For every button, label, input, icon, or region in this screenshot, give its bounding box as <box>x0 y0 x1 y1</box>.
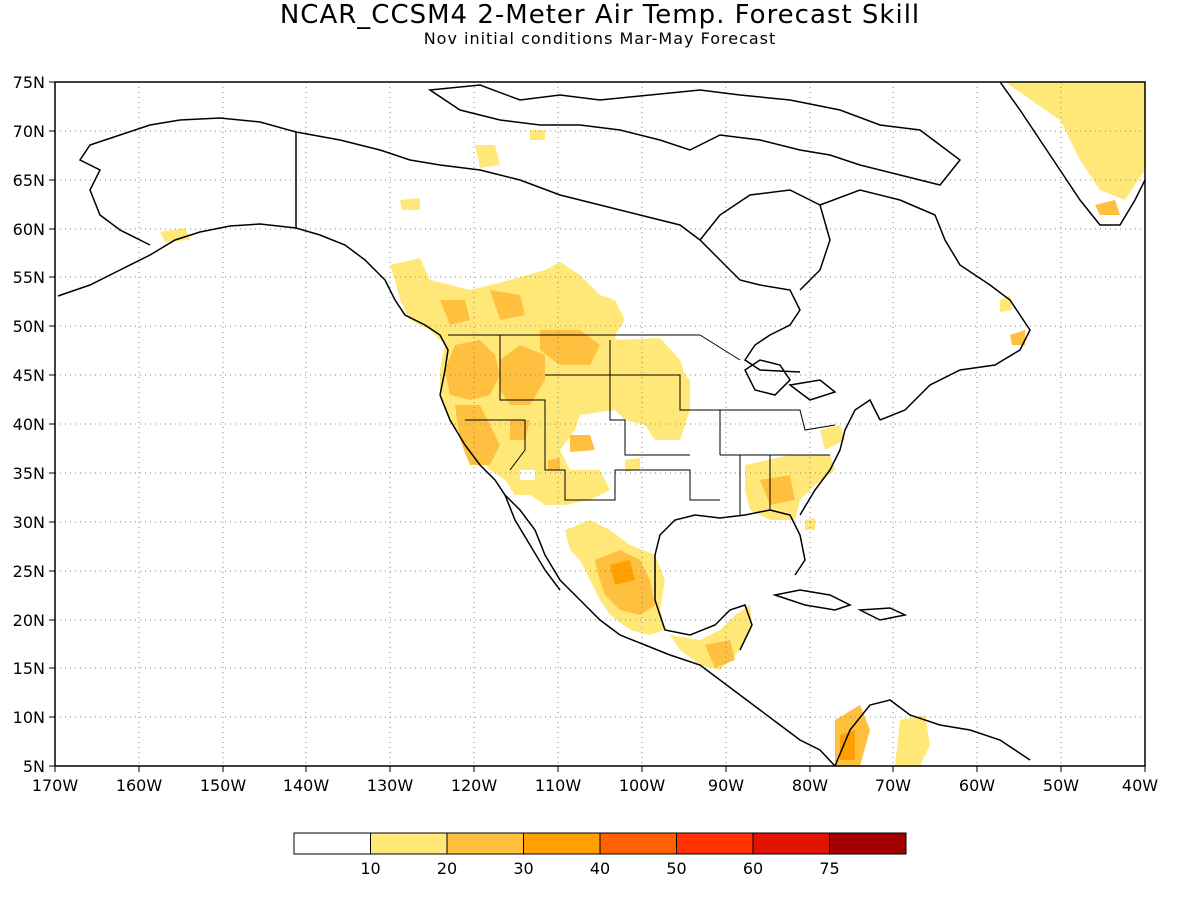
colorbar-label: 20 <box>437 859 457 878</box>
hudson-bay <box>699 189 831 291</box>
east-coast <box>799 398 881 516</box>
lat-label: 10N <box>13 708 45 727</box>
map-subtitle: Nov initial conditions Mar-May Forecast <box>423 29 777 48</box>
lon-label: 130W <box>367 776 414 795</box>
colorbar-swatch <box>676 832 754 855</box>
colorbar-label: 10 <box>360 859 380 878</box>
lat-label: 15N <box>13 659 45 678</box>
lat-label: 75N <box>13 73 45 92</box>
south-america-coast <box>834 699 1031 766</box>
skill-shading <box>160 82 1145 766</box>
coastlines <box>57 82 1145 766</box>
lon-label: 170W <box>32 776 79 795</box>
lat-label: 35N <box>13 464 45 483</box>
state-borders <box>448 334 836 515</box>
lon-label: 70W <box>875 776 911 795</box>
colorbar-label: 75 <box>819 859 839 878</box>
colorbar-swatch <box>370 832 448 855</box>
greenland-skill-area <box>1005 82 1145 200</box>
lon-label: 90W <box>708 776 744 795</box>
lon-label: 110W <box>535 776 582 795</box>
lon-label: 40W <box>1122 776 1158 795</box>
axis-ticks <box>49 81 1146 772</box>
colorbar-swatch <box>293 832 371 855</box>
lon-label: 80W <box>792 776 828 795</box>
colorbar-swatch <box>446 832 524 855</box>
colorbar-label: 40 <box>590 859 610 878</box>
latitude-labels: 75N 70N 65N 60N 55N 50N 45N 40N 35N 30N … <box>13 73 45 776</box>
lon-label: 120W <box>451 776 498 795</box>
greenland-skill-spot <box>1095 200 1120 215</box>
northwest-core <box>445 340 500 400</box>
colorbar-label: 60 <box>743 859 763 878</box>
lat-label: 5N <box>23 757 45 776</box>
colorbar-swatch <box>752 832 830 855</box>
gulf-coast <box>654 509 806 576</box>
colorbar: 10 20 30 40 50 60 75 <box>293 832 907 878</box>
lat-label: 40N <box>13 415 45 434</box>
west-coast <box>439 394 836 766</box>
colorbar-label: 50 <box>666 859 686 878</box>
lat-label: 30N <box>13 513 45 532</box>
greenland-coast <box>999 82 1145 226</box>
lon-label: 150W <box>200 776 247 795</box>
lat-label: 50N <box>13 317 45 336</box>
lat-label: 55N <box>13 268 45 287</box>
lat-label: 45N <box>13 366 45 385</box>
lon-label: 140W <box>283 776 330 795</box>
lon-label: 50W <box>1043 776 1079 795</box>
map-grid <box>55 82 1145 766</box>
lat-label: 65N <box>13 171 45 190</box>
map-title: NCAR_CCSM4 2-Meter Air Temp. Forecast Sk… <box>279 0 921 30</box>
colorbar-swatch <box>523 832 601 855</box>
lon-label: 60W <box>959 776 995 795</box>
lat-label: 25N <box>13 562 45 581</box>
lat-label: 70N <box>13 122 45 141</box>
longitude-labels: 170W 160W 150W 140W 130W 120W 110W 100W … <box>32 776 1158 795</box>
lon-label: 100W <box>619 776 666 795</box>
lat-label: 20N <box>13 611 45 630</box>
colorbar-swatch <box>829 832 907 855</box>
colorbar-label: 30 <box>513 859 533 878</box>
alaska-coast <box>57 223 449 396</box>
lat-label: 60N <box>13 220 45 239</box>
colorbar-swatch <box>599 832 677 855</box>
lon-label: 160W <box>116 776 163 795</box>
